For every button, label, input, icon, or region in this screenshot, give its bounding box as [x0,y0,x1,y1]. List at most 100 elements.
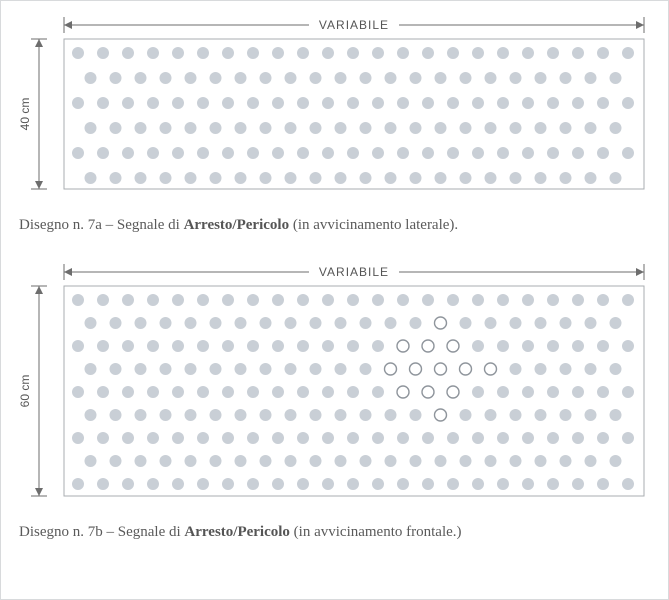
tactile-dot [610,172,622,184]
tactile-dot [547,386,559,398]
tactile-dot [172,478,184,490]
tactile-dot [435,455,447,467]
tactile-dot [260,455,272,467]
tactile-dot [572,478,584,490]
caption-prefix: Disegno n. 7a – Segnale di [19,217,184,233]
tactile-dot [385,455,397,467]
tactile-dot [360,455,372,467]
tactile-dot [122,97,134,109]
tactile-dot [97,432,109,444]
tactile-dot [397,47,409,59]
tactile-dot [597,478,609,490]
tactile-dot [297,47,309,59]
tactile-dot [210,317,222,329]
tactile-dot [85,72,97,84]
tactile-dot [385,317,397,329]
tactile-dot [510,72,522,84]
tactile-dot [310,363,322,375]
tactile-dot [72,294,84,306]
tactile-dot [372,147,384,159]
tactile-dot [310,172,322,184]
tactile-dot [610,409,622,421]
tactile-dot [97,147,109,159]
tactile-dot [322,386,334,398]
tactile-dot [347,340,359,352]
tactile-dot [235,72,247,84]
tactile-dot [597,340,609,352]
tactile-dot [172,47,184,59]
tactile-dot [572,294,584,306]
tactile-dot [272,97,284,109]
tactile-dot [160,409,172,421]
tactile-dot [510,363,522,375]
fig7b-svg: VARIABILE60 cm [9,256,659,516]
tactile-dot [147,478,159,490]
tactile-dot [297,147,309,159]
tactile-dot [235,409,247,421]
tactile-dot [497,432,509,444]
tactile-dot [347,294,359,306]
tactile-dot [147,340,159,352]
tactile-dot [72,97,84,109]
tactile-dot [485,455,497,467]
tactile-dot [410,455,422,467]
tactile-dot [297,478,309,490]
tactile-dot [85,172,97,184]
tactile-dot [372,432,384,444]
tactile-dot [485,72,497,84]
tactile-dot [147,432,159,444]
tactile-dot [210,172,222,184]
tactile-dot [272,294,284,306]
tactile-dot [585,317,597,329]
tactile-dot [210,122,222,134]
tactile-dot [560,317,572,329]
tactile-dot [135,363,147,375]
tactile-dot [335,363,347,375]
tactile-dot [260,72,272,84]
tactile-dot [222,147,234,159]
tactile-dot [410,72,422,84]
tactile-dot [585,172,597,184]
tactile-dot [110,72,122,84]
tactile-dot [372,97,384,109]
tactile-dot [485,409,497,421]
tactile-dot [535,409,547,421]
tactile-dot [260,409,272,421]
tactile-dot [547,432,559,444]
tactile-dot [222,432,234,444]
tactile-dot [360,363,372,375]
tactile-dot [97,340,109,352]
tactile-dot [547,47,559,59]
tactile-dot [172,97,184,109]
tactile-dot [135,72,147,84]
tactile-dot [572,147,584,159]
tactile-dot [610,122,622,134]
tactile-dot [197,97,209,109]
tactile-dot [622,478,634,490]
fig7b-width-label: VARIABILE [319,265,389,279]
tactile-dot [522,386,534,398]
tactile-dot [272,147,284,159]
tactile-dot [335,72,347,84]
tactile-dot [522,47,534,59]
tactile-dot [235,363,247,375]
tactile-dot [385,409,397,421]
tactile-dot [322,294,334,306]
tactile-dot [122,47,134,59]
caption-bold: Arresto/Pericolo [184,524,290,540]
tactile-dot [147,97,159,109]
tactile-dot [572,47,584,59]
tactile-dot [85,363,97,375]
tactile-dot [397,147,409,159]
tactile-dot [497,147,509,159]
tactile-dot [135,409,147,421]
tactile-dot [510,172,522,184]
tactile-dot [435,122,447,134]
tactile-dot [535,122,547,134]
tactile-dot [172,340,184,352]
tactile-dot [460,122,472,134]
tactile-dot [472,47,484,59]
tactile-dot [447,47,459,59]
tactile-dot [197,478,209,490]
tactile-dot [347,432,359,444]
